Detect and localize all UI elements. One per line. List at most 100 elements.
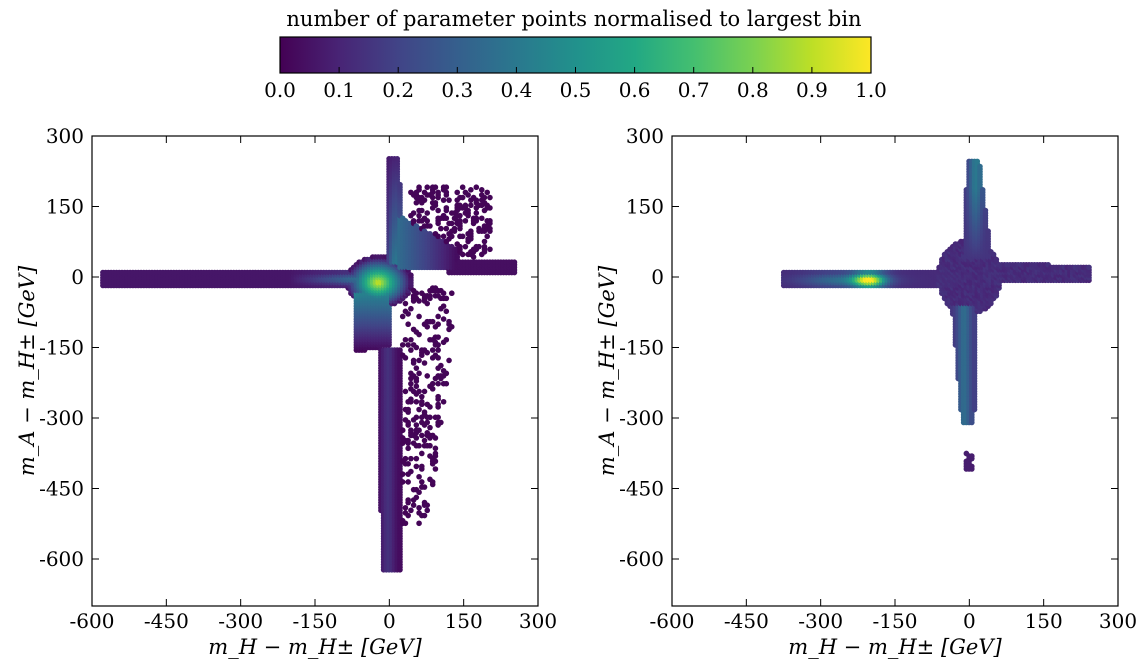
heatmap-cell [424,324,431,330]
heatmap-cell [435,313,441,320]
heatmap-cell [427,442,433,449]
heatmap-cell [446,197,452,203]
x-axis-title: m_H − m_H± [GeV] [788,635,1002,659]
heatmap-cell [405,497,411,503]
heatmap-cell [481,243,488,250]
colorbar-tick-label: 0.2 [382,78,414,102]
heatmap-cell [990,251,997,258]
heatmap-cell [402,355,409,361]
heatmap-cell [487,194,493,201]
heatmap-cell [465,207,471,214]
heatmap-cell [421,197,428,203]
heatmap-cell [424,349,431,356]
y-tick-label: 300 [46,124,84,148]
heatmap-cell [440,233,447,240]
heatmap-cell [416,298,422,304]
heatmap-cell [429,194,436,201]
heatmap-cell [399,471,406,477]
heatmap-cell [424,502,431,508]
heatmap-cell [416,313,422,320]
heatmap-cell [416,357,422,364]
colorbar-tick-label: 0.4 [500,78,532,102]
y-tick-label: -600 [619,547,664,571]
heatmap-cell [511,259,518,265]
colorbar-tick-label: 0.8 [737,78,769,102]
heatmap-cell [438,362,444,369]
heatmap-cell [424,507,431,514]
heatmap-cell [408,427,414,434]
heatmap-cell [432,458,439,465]
x-tick-label: -150 [873,609,918,633]
heatmap-cell [394,155,401,162]
heatmap-cell [448,290,455,297]
heatmap-cell [473,215,480,222]
heatmap-cell [435,342,441,348]
heatmap-cell [429,479,436,485]
heatmap-cell [443,225,450,232]
heatmap-cell [427,293,433,299]
heatmap-cell [440,290,447,297]
heatmap-cell [435,401,441,408]
heatmap-cell [424,419,431,426]
heatmap-cell [418,463,425,470]
heatmap-cell [435,321,441,328]
heatmap-cell [397,347,403,353]
plot-frame [671,135,1119,607]
heatmap-cell [405,445,411,452]
heatmap-cell [476,243,482,250]
heatmap-cell [982,207,989,214]
heatmap-cell [487,205,493,211]
x-tick-label: -450 [144,609,189,633]
y-tick-label: -600 [39,547,84,571]
x-tick-label: 0 [963,609,976,633]
heatmap-cell [443,205,450,211]
heatmap-cell [399,427,406,434]
heatmap-cell [435,233,441,240]
y-tick-label: -450 [39,477,84,501]
heatmap-cell [413,290,420,297]
heatmap-cell [418,393,425,400]
heatmap-cell [402,336,409,343]
heatmap-cell [413,435,420,441]
heatmap-cell [413,398,420,405]
heatmap-cell [429,347,436,353]
heatmap-cell [413,375,420,382]
heatmap-cell [410,357,417,364]
heatmap-cell [418,398,425,405]
heatmap-cell [416,184,422,191]
heatmap-cell [402,520,409,527]
heatmap-cell [432,445,439,452]
heatmap-cell [974,158,981,165]
heatmap-cell [413,414,420,421]
heatmap-cell [438,225,444,232]
y-tick-label: -150 [39,336,84,360]
heatmap-cell [399,342,406,348]
heatmap-cell [454,189,461,196]
heatmap-cell [427,424,433,431]
x-tick-label: -150 [293,609,338,633]
heatmap-cell [448,324,455,330]
x-tick-label: -300 [218,609,263,633]
heatmap-cell [448,220,455,227]
heatmap-cell [457,218,463,224]
y-tick-label: -300 [619,406,664,430]
y-tick-label: -450 [619,477,664,501]
heatmap-cells [100,155,518,573]
heatmap-cell [421,512,428,519]
heatmap-cells [780,158,1092,472]
heatmap-cell [416,520,422,527]
heatmap-cell [977,163,983,170]
heatmap-cell [979,187,986,193]
heatmap-cell [421,484,428,490]
heatmap-cell [435,207,441,214]
y-tick-label: 150 [46,195,84,219]
heatmap-cell [421,388,428,395]
heatmap-cell [418,432,425,439]
heatmap-cell [397,181,403,188]
heatmap-cell [993,256,1000,263]
heatmap-cell [416,427,422,434]
heatmap-cell [481,194,488,201]
heatmap-cell [443,336,450,343]
heatmap-cell [421,409,428,415]
heatmap-cell [427,223,433,229]
